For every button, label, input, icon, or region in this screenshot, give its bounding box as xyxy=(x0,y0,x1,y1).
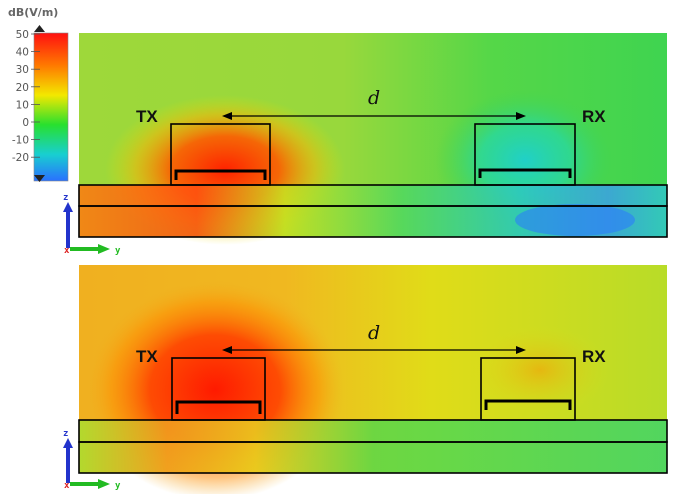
panel-2-lower-slab xyxy=(78,441,668,474)
panel-2-z-axis-label: z xyxy=(63,429,68,439)
colorbar-lower-marker[interactable] xyxy=(34,175,45,182)
panel-1-substrate-blue-zone xyxy=(515,204,635,236)
panel-2-distance-label: d xyxy=(368,322,380,344)
colorbar-tick-label: 10 xyxy=(16,99,29,111)
panel-1-tx-label: TX xyxy=(136,107,158,126)
panel-1-y-axis-label: y xyxy=(115,246,121,256)
panel-1-distance-arrowhead-left xyxy=(222,112,232,120)
panel-2-axis-triad: z y x xyxy=(63,429,121,491)
panel-1-tx-box xyxy=(170,123,271,186)
panel-2-y-axis-label: y xyxy=(115,481,121,491)
colorbar-tick-label: -20 xyxy=(12,152,29,164)
panel-1-lower-slab xyxy=(78,205,668,238)
panel-1-tx-antenna xyxy=(174,169,267,180)
panel-1-z-axis-label: z xyxy=(63,193,68,203)
panel-1-rx-box xyxy=(474,123,576,186)
colorbar-tick-label: 0 xyxy=(22,117,29,129)
field-panel-2: d TX RX z y x xyxy=(63,265,668,494)
colorbar-tick-label: 30 xyxy=(16,64,29,76)
panel-1-x-axis-label: x xyxy=(64,246,70,256)
panel-2-tx-label: TX xyxy=(136,347,158,366)
panel-2-rx-antenna xyxy=(484,399,572,410)
colorbar-gradient xyxy=(33,32,69,182)
panel-1-distance-arrowhead-right xyxy=(516,112,526,120)
colorbar-tick-label: 40 xyxy=(16,47,29,59)
colorbar-upper-marker[interactable] xyxy=(34,25,45,32)
panel-2-rx-box xyxy=(480,357,576,421)
panel-2-tx-antenna xyxy=(175,400,262,414)
colorbar-tick-label: 50 xyxy=(16,29,29,41)
panel-2-z-arrowhead xyxy=(63,438,73,448)
panel-1-axis-triad: z y x xyxy=(63,193,121,256)
panel-2-tx-box xyxy=(171,357,266,421)
panel-1-z-arrowhead xyxy=(63,202,73,212)
field-panel-1: d TX RX z y x xyxy=(63,33,668,256)
panel-1-y-arrowhead xyxy=(98,244,110,254)
panel-2-rx-label: RX xyxy=(582,347,606,366)
panel-2-distance-arrowhead-right xyxy=(516,346,526,354)
panel-2-x-axis-label: x xyxy=(64,481,70,491)
panel-1-rx-label: RX xyxy=(582,107,606,126)
colorbar-tick-label: -10 xyxy=(12,135,29,147)
colorbar-unit: dB(V/m) xyxy=(8,6,58,19)
panel-2-y-arrowhead xyxy=(98,479,110,489)
panel-1-distance-label: d xyxy=(368,87,380,109)
panel-2-substrate-field xyxy=(79,420,667,473)
colorbar: dB(V/m) 50 40 30 20 10 0 -10 -20 xyxy=(8,6,69,182)
colorbar-ticks: 50 40 30 20 10 0 -10 -20 xyxy=(12,29,40,164)
panel-1-rx-antenna xyxy=(478,168,572,178)
panel-2-distance-arrowhead-left xyxy=(222,346,232,354)
colorbar-tick-label: 20 xyxy=(16,82,29,94)
